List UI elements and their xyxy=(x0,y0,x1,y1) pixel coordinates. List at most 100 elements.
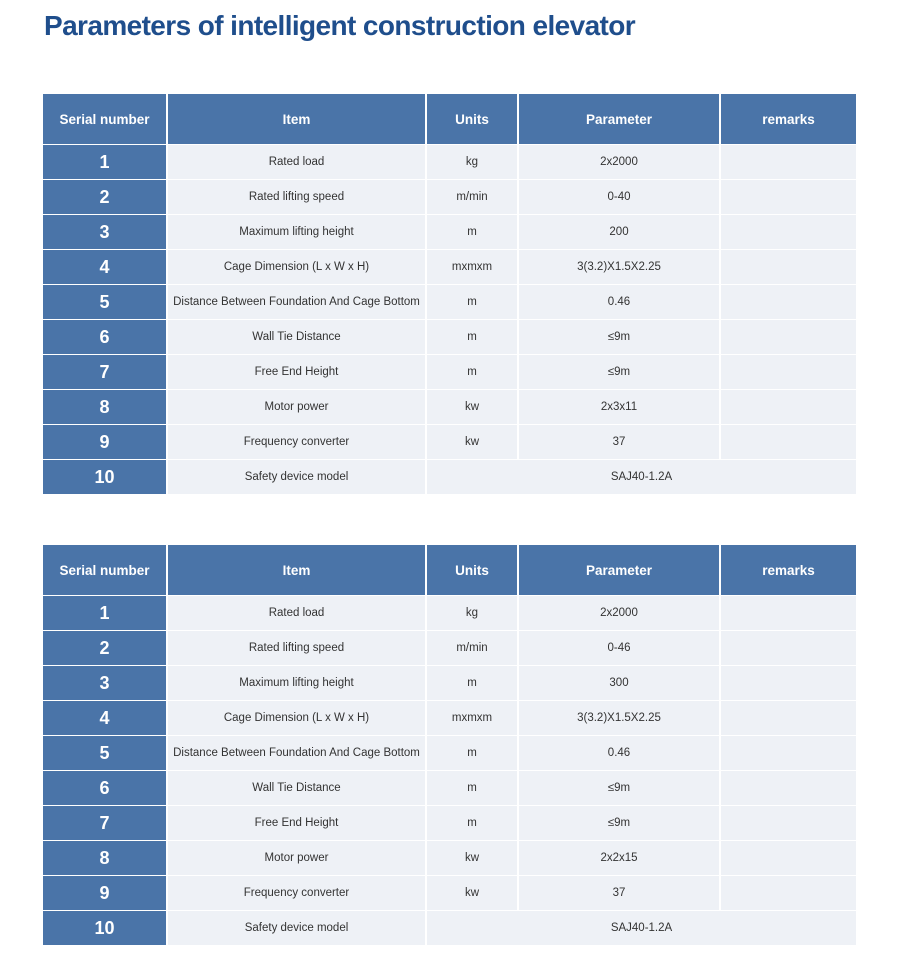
cell-remarks xyxy=(721,876,856,910)
cell-serial: 4 xyxy=(43,701,166,735)
cell-item: Frequency converter xyxy=(168,425,425,459)
header-serial-number: Serial number xyxy=(43,545,166,595)
cell-units: m xyxy=(427,666,517,700)
header-item: Item xyxy=(168,545,425,595)
cell-remarks xyxy=(721,736,856,770)
table-row: 6 Wall Tie Distance m ≤9m xyxy=(43,320,856,354)
table-row: 10 Safety device model SAJ40-1.2A xyxy=(43,460,856,494)
cell-serial: 6 xyxy=(43,320,166,354)
cell-serial: 1 xyxy=(43,596,166,630)
cell-units: m xyxy=(427,320,517,354)
table-row: 8 Motor power kw 2x3x11 xyxy=(43,390,856,424)
cell-item: Distance Between Foundation And Cage Bot… xyxy=(168,736,425,770)
table-row: 9 Frequency converter kw 37 xyxy=(43,876,856,910)
cell-parameter: 2x2000 xyxy=(519,145,719,179)
cell-serial: 7 xyxy=(43,355,166,389)
cell-units: m xyxy=(427,215,517,249)
cell-serial: 10 xyxy=(43,911,166,945)
cell-item: Frequency converter xyxy=(168,876,425,910)
cell-item: Cage Dimension (L x W x H) xyxy=(168,250,425,284)
table-row: 2 Rated lifting speed m/min 0-46 xyxy=(43,631,856,665)
header-units: Units xyxy=(427,545,517,595)
cell-parameter: 0-46 xyxy=(519,631,719,665)
cell-item: Rated lifting speed xyxy=(168,631,425,665)
cell-item: Maximum lifting height xyxy=(168,666,425,700)
cell-serial: 5 xyxy=(43,285,166,319)
cell-merged: SAJ40-1.2A xyxy=(427,460,856,494)
cell-parameter: 37 xyxy=(519,876,719,910)
cell-units: m xyxy=(427,355,517,389)
cell-units: kg xyxy=(427,596,517,630)
cell-serial: 8 xyxy=(43,390,166,424)
cell-item: Motor power xyxy=(168,390,425,424)
table-row: 7 Free End Height m ≤9m xyxy=(43,806,856,840)
cell-remarks xyxy=(721,390,856,424)
header-units: Units xyxy=(427,94,517,144)
cell-item: Maximum lifting height xyxy=(168,215,425,249)
table-row: 1 Rated load kg 2x2000 xyxy=(43,596,856,630)
cell-remarks xyxy=(721,596,856,630)
cell-units: kw xyxy=(427,841,517,875)
table-row: 4 Cage Dimension (L x W x H) mxmxm 3(3.2)X1… xyxy=(43,250,856,284)
cell-units: m xyxy=(427,771,517,805)
table-row: 5 Distance Between Foundation And Cage Bo… xyxy=(43,736,856,770)
cell-item: Free End Height xyxy=(168,806,425,840)
cell-serial: 6 xyxy=(43,771,166,805)
cell-remarks xyxy=(721,285,856,319)
parameters-table-1: Serial number Item Units Parameter remarks 1… xyxy=(41,93,858,495)
header-serial-number: Serial number xyxy=(43,94,166,144)
table-row: 7 Free End Height m ≤9m xyxy=(43,355,856,389)
table-row: 5 Distance Between Foundation And Cage Bo… xyxy=(43,285,856,319)
cell-item: Distance Between Foundation And Cage Bot… xyxy=(168,285,425,319)
cell-item: Wall Tie Distance xyxy=(168,320,425,354)
table-row: 2 Rated lifting speed m/min 0-40 xyxy=(43,180,856,214)
cell-serial: 2 xyxy=(43,631,166,665)
cell-serial: 9 xyxy=(43,425,166,459)
cell-item: Free End Height xyxy=(168,355,425,389)
cell-parameter: ≤9m xyxy=(519,320,719,354)
cell-units: m xyxy=(427,285,517,319)
cell-units: m/min xyxy=(427,180,517,214)
cell-parameter: 200 xyxy=(519,215,719,249)
cell-serial: 3 xyxy=(43,666,166,700)
cell-units: kw xyxy=(427,425,517,459)
table-row: 3 Maximum lifting height m 200 xyxy=(43,215,856,249)
header-remarks: remarks xyxy=(721,545,856,595)
cell-remarks xyxy=(721,145,856,179)
cell-parameter: 3(3.2)X1.5X2.25 xyxy=(519,250,719,284)
table-row: 3 Maximum lifting height m 300 xyxy=(43,666,856,700)
table-row: 4 Cage Dimension (L x W x H) mxmxm 3(3.2)X1… xyxy=(43,701,856,735)
cell-remarks xyxy=(721,180,856,214)
cell-parameter: 0.46 xyxy=(519,285,719,319)
cell-item: Rated load xyxy=(168,596,425,630)
cell-item: Safety device model xyxy=(168,911,425,945)
cell-serial: 7 xyxy=(43,806,166,840)
cell-remarks xyxy=(721,666,856,700)
cell-parameter: ≤9m xyxy=(519,806,719,840)
cell-serial: 4 xyxy=(43,250,166,284)
cell-parameter: 0.46 xyxy=(519,736,719,770)
cell-item: Rated lifting speed xyxy=(168,180,425,214)
cell-remarks xyxy=(721,215,856,249)
cell-merged: SAJ40-1.2A xyxy=(427,911,856,945)
table-row: 6 Wall Tie Distance m ≤9m xyxy=(43,771,856,805)
table-header-row: Serial number Item Units Parameter remarks xyxy=(43,545,856,595)
cell-serial: 1 xyxy=(43,145,166,179)
cell-item: Wall Tie Distance xyxy=(168,771,425,805)
cell-units: mxmxm xyxy=(427,250,517,284)
cell-remarks xyxy=(721,250,856,284)
cell-remarks xyxy=(721,355,856,389)
cell-parameter: 300 xyxy=(519,666,719,700)
cell-parameter: 2x2000 xyxy=(519,596,719,630)
header-remarks: remarks xyxy=(721,94,856,144)
cell-units: m/min xyxy=(427,631,517,665)
cell-units: m xyxy=(427,736,517,770)
table-header-row: Serial number Item Units Parameter remarks xyxy=(43,94,856,144)
header-parameter: Parameter xyxy=(519,545,719,595)
parameters-table-2: Serial number Item Units Parameter remarks 1… xyxy=(41,544,858,946)
cell-parameter: 2x2x15 xyxy=(519,841,719,875)
cell-serial: 5 xyxy=(43,736,166,770)
cell-parameter: ≤9m xyxy=(519,355,719,389)
table-row: 10 Safety device model SAJ40-1.2A xyxy=(43,911,856,945)
cell-item: Motor power xyxy=(168,841,425,875)
